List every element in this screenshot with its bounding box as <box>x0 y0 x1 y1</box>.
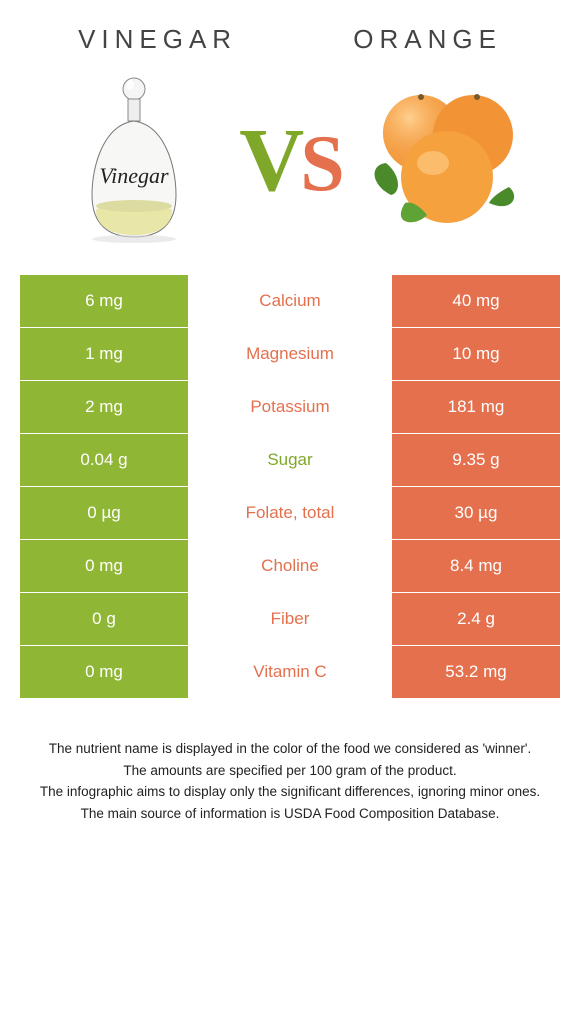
left-value: 0.04 g <box>20 434 188 487</box>
right-value: 53.2 mg <box>392 646 560 699</box>
table-row: 0.04 gSugar9.35 g <box>20 434 560 487</box>
nutrient-name: Potassium <box>188 381 392 434</box>
nutrient-name: Choline <box>188 540 392 593</box>
table-row: 0 mgCholine8.4 mg <box>20 540 560 593</box>
visual-row: Vinegar VS <box>0 65 580 275</box>
right-value: 30 µg <box>392 487 560 540</box>
left-value: 0 g <box>20 593 188 646</box>
nutrient-name: Vitamin C <box>188 646 392 699</box>
nutrient-name: Magnesium <box>188 328 392 381</box>
right-value: 40 mg <box>392 275 560 328</box>
left-food-image: Vinegar <box>49 75 219 245</box>
table-row: 6 mgCalcium40 mg <box>20 275 560 328</box>
footer-line: The infographic aims to display only the… <box>24 782 556 802</box>
table-row: 0 gFiber2.4 g <box>20 593 560 646</box>
nutrient-name: Sugar <box>188 434 392 487</box>
right-value: 181 mg <box>392 381 560 434</box>
right-value: 10 mg <box>392 328 560 381</box>
table-row: 1 mgMagnesium10 mg <box>20 328 560 381</box>
footer-line: The main source of information is USDA F… <box>24 804 556 824</box>
nutrient-name: Calcium <box>188 275 392 328</box>
footer-line: The amounts are specified per 100 gram o… <box>24 761 556 781</box>
table-row: 2 mgPotassium181 mg <box>20 381 560 434</box>
bottle-label: Vinegar <box>100 163 170 188</box>
table-row: 0 mgVitamin C53.2 mg <box>20 646 560 699</box>
right-value: 8.4 mg <box>392 540 560 593</box>
nutrient-name: Fiber <box>188 593 392 646</box>
left-value: 0 mg <box>20 646 188 699</box>
vinegar-bottle-icon: Vinegar <box>74 75 194 245</box>
right-value: 9.35 g <box>392 434 560 487</box>
oranges-icon <box>361 85 531 235</box>
left-value: 0 mg <box>20 540 188 593</box>
vs-label: VS <box>239 109 341 212</box>
right-food-image <box>361 75 531 245</box>
left-value: 0 µg <box>20 487 188 540</box>
comparison-table: 6 mgCalcium40 mg1 mgMagnesium10 mg2 mgPo… <box>20 275 560 699</box>
footer-notes: The nutrient name is displayed in the co… <box>24 739 556 823</box>
left-food-title: Vinegar <box>78 24 237 55</box>
table-row: 0 µgFolate, total30 µg <box>20 487 560 540</box>
header: Vinegar Orange <box>0 0 580 65</box>
left-value: 1 mg <box>20 328 188 381</box>
right-value: 2.4 g <box>392 593 560 646</box>
left-value: 2 mg <box>20 381 188 434</box>
footer-line: The nutrient name is displayed in the co… <box>24 739 556 759</box>
right-food-title: Orange <box>353 24 502 55</box>
nutrient-name: Folate, total <box>188 487 392 540</box>
left-value: 6 mg <box>20 275 188 328</box>
